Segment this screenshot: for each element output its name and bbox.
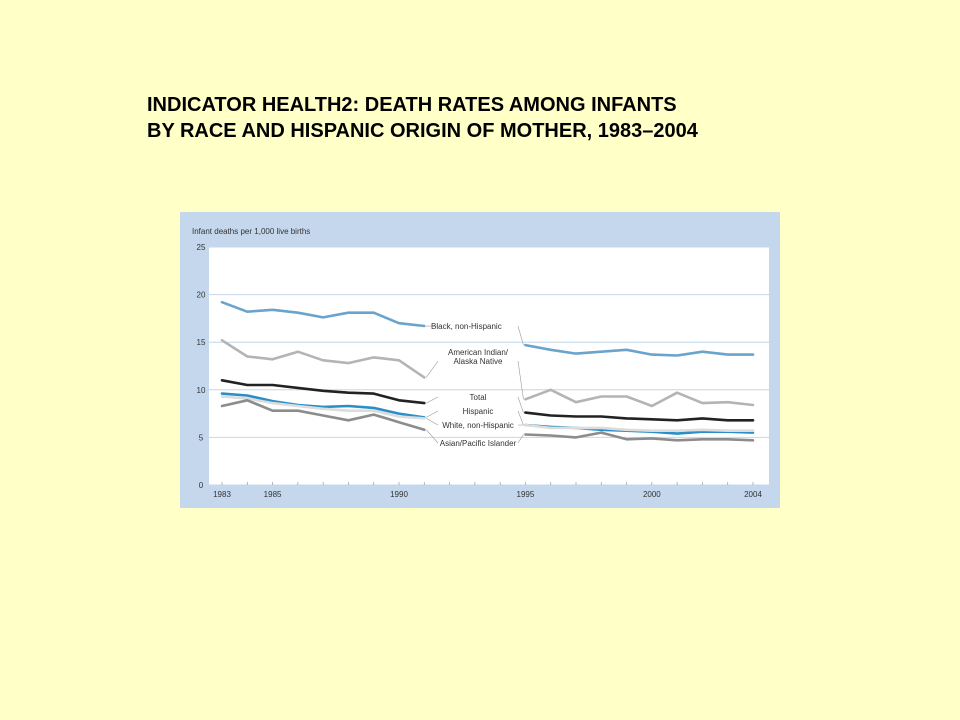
y-tick-label: 5 — [199, 433, 204, 442]
leader-line-right — [517, 396, 524, 413]
y-tick-label: 15 — [197, 338, 206, 347]
series-line-2-seg-1 — [524, 411, 755, 422]
leader-line-left — [426, 410, 439, 418]
series-label: Alaska Native — [454, 357, 503, 366]
series-label: American Indian/ — [448, 348, 509, 357]
x-tick-label: 1995 — [517, 490, 535, 499]
leader-line-right — [517, 360, 524, 400]
title-line-2: BY RACE AND HISPANIC ORIGIN OF MOTHER, 1… — [147, 120, 698, 142]
series-lines — [220, 300, 755, 442]
series-line-5-seg-0 — [220, 399, 426, 432]
series-label: Total — [470, 393, 487, 402]
series-line-3-seg-0 — [220, 392, 426, 419]
leader-line-left — [426, 429, 439, 444]
series-labels: Black, non-Hispanic American Indian/Alask… — [426, 322, 524, 448]
leader-line-right — [517, 434, 524, 444]
series-line-4-seg-1 — [524, 423, 755, 432]
y-tick-label: 20 — [197, 291, 206, 300]
x-tick-label: 2000 — [643, 490, 661, 499]
leader-line-right — [517, 410, 524, 426]
series-label: Black, non-Hispanic — [431, 322, 502, 331]
y-tick-label: 25 — [197, 243, 206, 252]
series-line-0-seg-1 — [524, 343, 755, 357]
axes: 0 5 10 15 20 25 1983 1985 1990 1995 2000 2004 — [197, 243, 769, 499]
series-label: Hispanic — [463, 407, 494, 416]
leader-line-left — [426, 396, 439, 404]
x-tick-label: 1990 — [390, 490, 408, 499]
y-tick-label: 0 — [199, 481, 204, 490]
series-line-2-seg-0 — [220, 379, 426, 405]
series-label: White, non-Hispanic — [442, 421, 514, 430]
page-title: INDICATOR HEALTH2: DEATH RATES AMONG INF… — [147, 92, 907, 144]
y-tick-label: 10 — [197, 386, 206, 395]
title-line-1: INDICATOR HEALTH2: DEATH RATES AMONG INF… — [147, 94, 677, 116]
y-axis-label: Infant deaths per 1,000 live births — [192, 227, 310, 236]
x-tick-label: 1983 — [213, 490, 231, 499]
x-tick-label: 2004 — [744, 490, 762, 499]
series-label: Asian/Pacific Islander — [440, 439, 517, 448]
series-line-1-seg-0 — [220, 339, 426, 379]
series-line-0-seg-0 — [220, 300, 426, 328]
series-line-5-seg-1 — [524, 431, 755, 442]
infant-death-rate-chart: Infant deaths per 1,000 live births 0 5 10… — [180, 212, 780, 508]
leader-line-left — [426, 360, 439, 378]
gridlines — [209, 246, 769, 438]
series-line-1-seg-1 — [524, 388, 755, 408]
x-tick-label: 1985 — [264, 490, 282, 499]
series-line-4-seg-0 — [220, 395, 426, 420]
leader-line-left — [426, 418, 439, 426]
leader-line-right — [517, 325, 524, 346]
plot-area — [209, 247, 769, 485]
